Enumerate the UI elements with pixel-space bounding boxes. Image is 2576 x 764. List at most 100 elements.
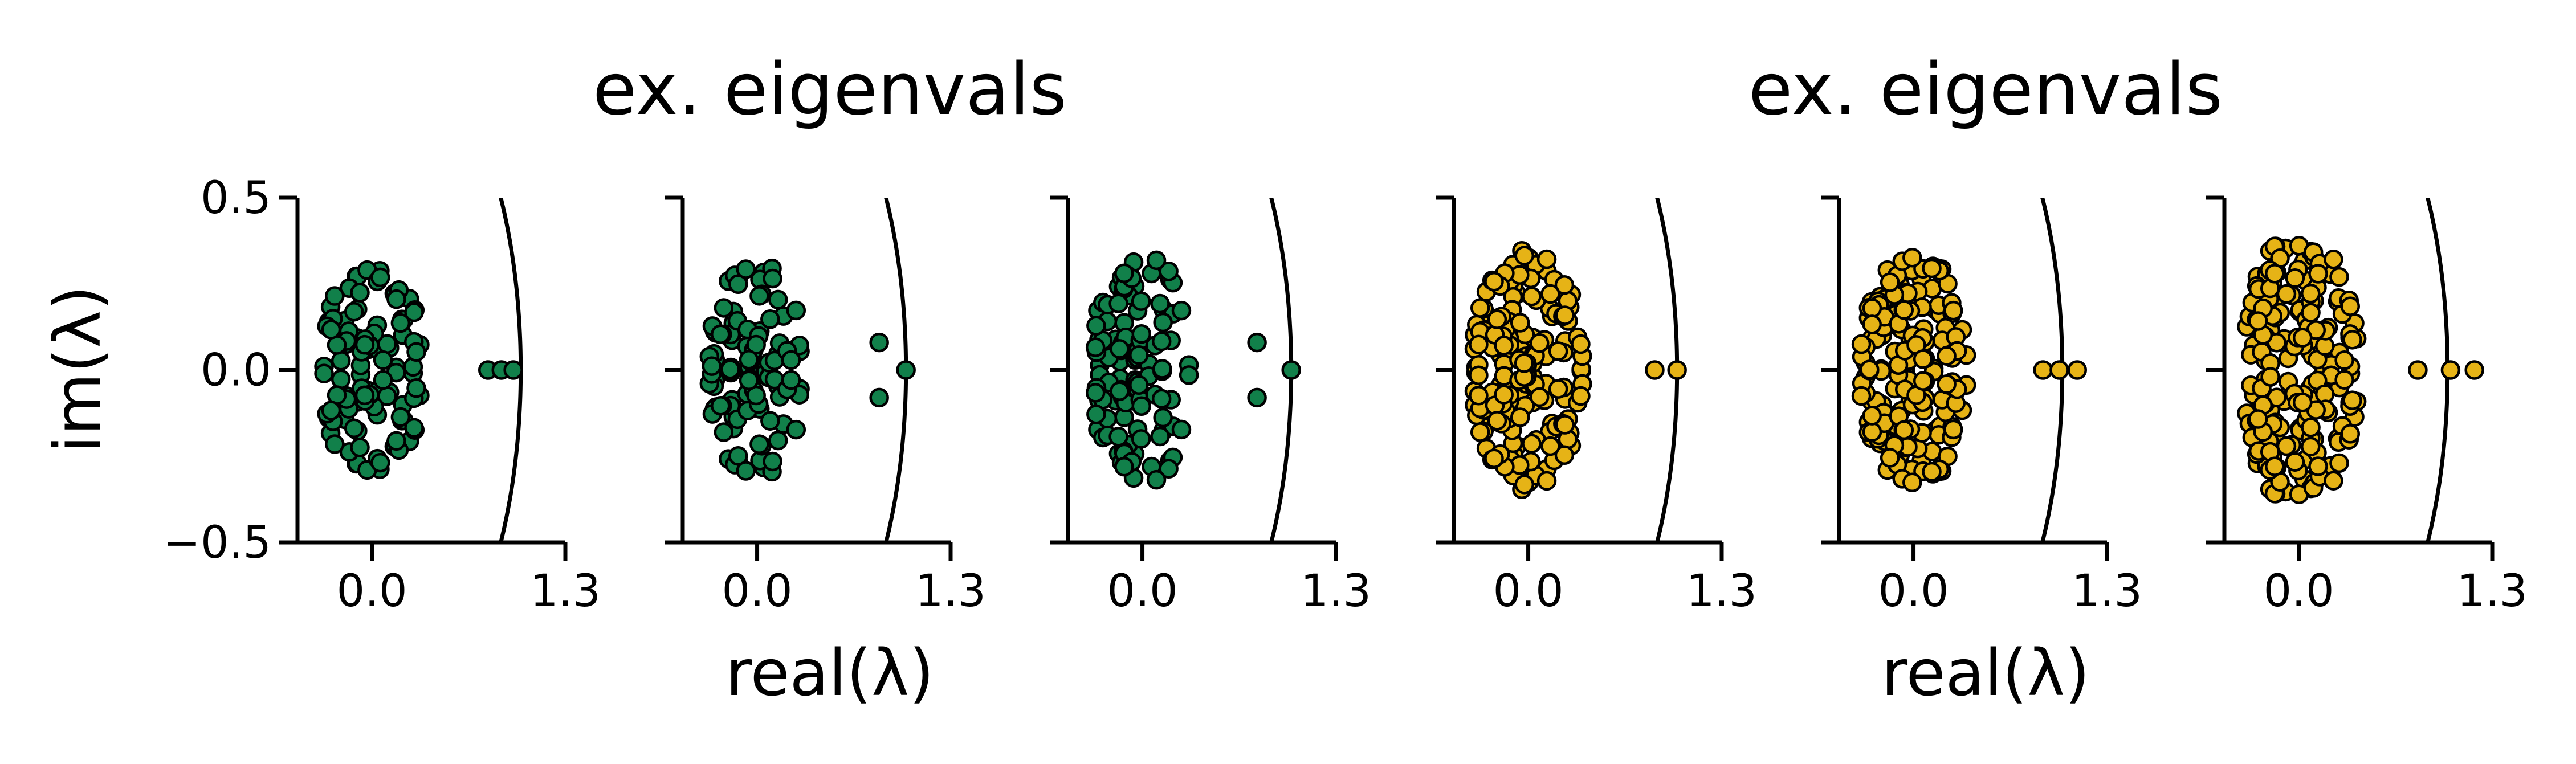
eigenvalue-point [2342, 330, 2362, 350]
eigenvalue-point [2329, 453, 2349, 473]
eigenvalue-point [1571, 334, 1591, 354]
eigenvalue-point [1922, 258, 1942, 279]
eigenvalue-point [1514, 353, 1534, 373]
eigenvalue-point [1862, 406, 1882, 426]
eigenvalue-point [1902, 247, 1922, 268]
eigenvalue-point [739, 349, 759, 370]
eigenvalue-point [1469, 365, 1489, 386]
eigenvalue-point [1484, 271, 1504, 292]
eigenvalue-point [2285, 452, 2305, 472]
eigenvalue-point [1131, 396, 1152, 416]
eigenvalue-point [2324, 250, 2343, 269]
eigenvalue-point [1131, 291, 1151, 311]
eigenvalue-point [344, 418, 364, 439]
eigenvalue-point [2329, 267, 2349, 287]
eigenvalue-point [2265, 456, 2285, 476]
eigenvalue-point [2340, 296, 2361, 316]
outlier-eigenvalue-point [503, 360, 523, 380]
outlier-eigenvalue-point [2049, 360, 2069, 380]
outlier-eigenvalue-point [1247, 332, 1267, 353]
eigenvalue-point [354, 334, 375, 355]
eigenvalue-point [1862, 422, 1882, 442]
eigenvalue-point [1152, 359, 1172, 379]
y-tick-label: −0.5 [164, 517, 271, 569]
eigenvalue-point [2301, 283, 2321, 304]
eigenvalue-point [331, 369, 351, 390]
eigenvalue-point [390, 407, 411, 427]
eigenvalue-point [768, 289, 788, 310]
eigenvalue-point [1880, 272, 1900, 292]
eigenvalue-point [739, 370, 759, 391]
eigenvalue-point [1494, 385, 1514, 405]
eigenvalue-point [314, 363, 334, 383]
outlier-eigenvalue-point [2464, 360, 2484, 380]
eigenvalue-point [1554, 275, 1575, 295]
ylabel: im(λ) [41, 285, 115, 453]
eigenvalue-point [1108, 427, 1128, 447]
eigenvalue-point [1110, 339, 1130, 359]
eigenvalue-point [2308, 264, 2328, 284]
eigenvalue-point [1146, 250, 1167, 271]
eigenvalue-point [1540, 436, 1560, 456]
eigenvalue-point [325, 434, 345, 454]
eigenvalue-point [702, 356, 722, 376]
eigenvalue-point [1110, 381, 1130, 401]
eigenvalue-point [370, 452, 390, 473]
eigenvalue-point [1943, 300, 1963, 321]
x-tick-label: 1.3 [1686, 566, 1757, 617]
eigenvalue-point [1131, 429, 1151, 449]
eigenvalue-point [370, 267, 390, 288]
eigenvalue-point [1487, 411, 1507, 431]
eigenvalue-point [1555, 305, 1575, 325]
x-tick-label: 0.0 [722, 566, 793, 617]
eigenvalue-point [1894, 300, 1914, 320]
eigenvalue-point [2292, 328, 2313, 348]
eigenvalue-point [1937, 374, 1957, 394]
eigenvalue-point [2265, 264, 2285, 284]
eigenvalue-point [331, 350, 351, 371]
eigenvalue-point [760, 411, 780, 431]
x-tick-label: 1.3 [2072, 566, 2142, 617]
eigenvalue-point [2260, 367, 2280, 387]
eigenvalue-point [749, 286, 769, 306]
eigenvalue-point [1086, 316, 1106, 336]
eigenvalue-point [1159, 459, 1179, 479]
eigenvalue-point [1150, 293, 1170, 314]
outlier-eigenvalue-point [2033, 360, 2053, 380]
x-tick-label: 0.0 [337, 566, 407, 617]
x-tick-label: 1.3 [530, 566, 601, 617]
x-tick-label: 1.3 [2457, 566, 2528, 617]
eigenvalue-point [1540, 284, 1560, 304]
eigenvalue-point [1114, 456, 1134, 477]
eigenvalue-point [350, 438, 370, 457]
eigenvalue-point [325, 286, 345, 306]
eigenvalue-point [1862, 298, 1882, 318]
eigenvalue-point [1548, 341, 1568, 361]
eigenvalue-point [1536, 471, 1557, 491]
eigenvalue-point [728, 274, 748, 295]
eigenvalue-point [1470, 298, 1490, 318]
panel-4: 0.0 1.3 [1436, 195, 1757, 617]
eigenvalue-point [1131, 324, 1152, 344]
eigenvalue-point [1522, 434, 1542, 454]
eigenvalue-point [1851, 386, 1872, 406]
eigenvalue-point [2301, 303, 2321, 322]
eigenvalue-point [1484, 448, 1504, 469]
eigenvalue-point [714, 298, 734, 318]
outlier-eigenvalue-point [2067, 360, 2088, 380]
eigenvalue-point [1114, 263, 1134, 284]
eigenvalue-point [1943, 419, 1963, 440]
panel-1: 0.5 0.0 −0.5 0.0 1.3 [164, 173, 601, 617]
eigenvalue-point [350, 283, 370, 303]
eigenvalue-point [1510, 407, 1530, 427]
y-tick-label: 0.0 [201, 345, 271, 397]
eigenvalue-point [760, 309, 780, 329]
eigenvalue-point [1571, 386, 1591, 406]
eigenvalue-point [386, 431, 406, 451]
panel-3: 0.0 1.3 [1050, 195, 1371, 617]
eigenvalue-point [1937, 346, 1957, 366]
eigenvalue-point [763, 451, 782, 472]
outlier-eigenvalue-point [1645, 360, 1665, 380]
eigenvalue-point [1469, 386, 1489, 406]
